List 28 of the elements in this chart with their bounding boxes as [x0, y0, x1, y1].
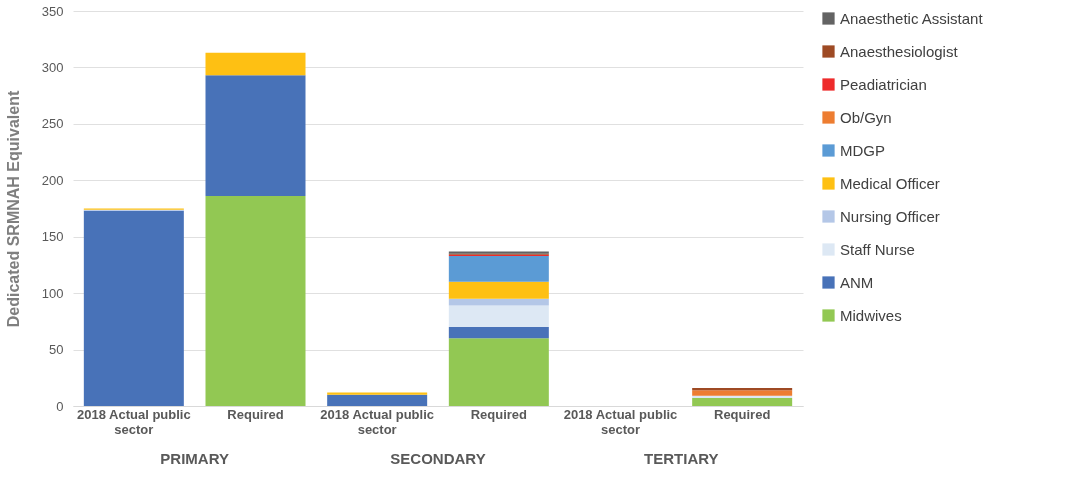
x-tick-label: Required — [470, 406, 528, 422]
legend-label: Medical Officer — [840, 174, 940, 192]
x-tick-label: 2018 Actual public sector — [77, 406, 191, 437]
text: PRIMARY — [160, 450, 229, 467]
text: TERTIARY — [644, 450, 719, 467]
legend-label: Anaesthetic Assistant — [840, 9, 984, 27]
text: SECONDARY — [390, 450, 486, 467]
legend-label: Staff Nurse — [840, 240, 915, 258]
x-tick-label: 2018 Actual public sector — [563, 406, 678, 437]
legend-label: Anaesthesiologist — [840, 42, 959, 60]
y-tick-label: 200 — [41, 172, 64, 188]
x-tick-label: Required — [227, 406, 284, 422]
x-tick-label: Required — [713, 406, 771, 422]
legend-label: Nursing Officer — [840, 207, 940, 225]
y-tick-label: 350 — [41, 3, 64, 19]
legend-label: Peadiatrician — [840, 75, 927, 93]
y-tick-label: 0 — [56, 398, 64, 414]
legend-label: ANM — [840, 273, 874, 291]
y-axis-title: Dedicated SRMNAH Equivalent — [4, 90, 22, 328]
legend-label: Ob/Gyn — [840, 108, 892, 126]
y-tick-label: 100 — [41, 285, 64, 301]
y-tick-label: 250 — [41, 116, 64, 132]
y-tick-label: 150 — [41, 229, 64, 245]
y-tick-label: 50 — [49, 342, 64, 358]
legend-label: MDGP — [840, 141, 885, 159]
y-tick-label: 300 — [41, 59, 64, 75]
x-tick-label: 2018 Actual public sector — [320, 406, 434, 437]
legend-label: Midwives — [840, 306, 902, 324]
